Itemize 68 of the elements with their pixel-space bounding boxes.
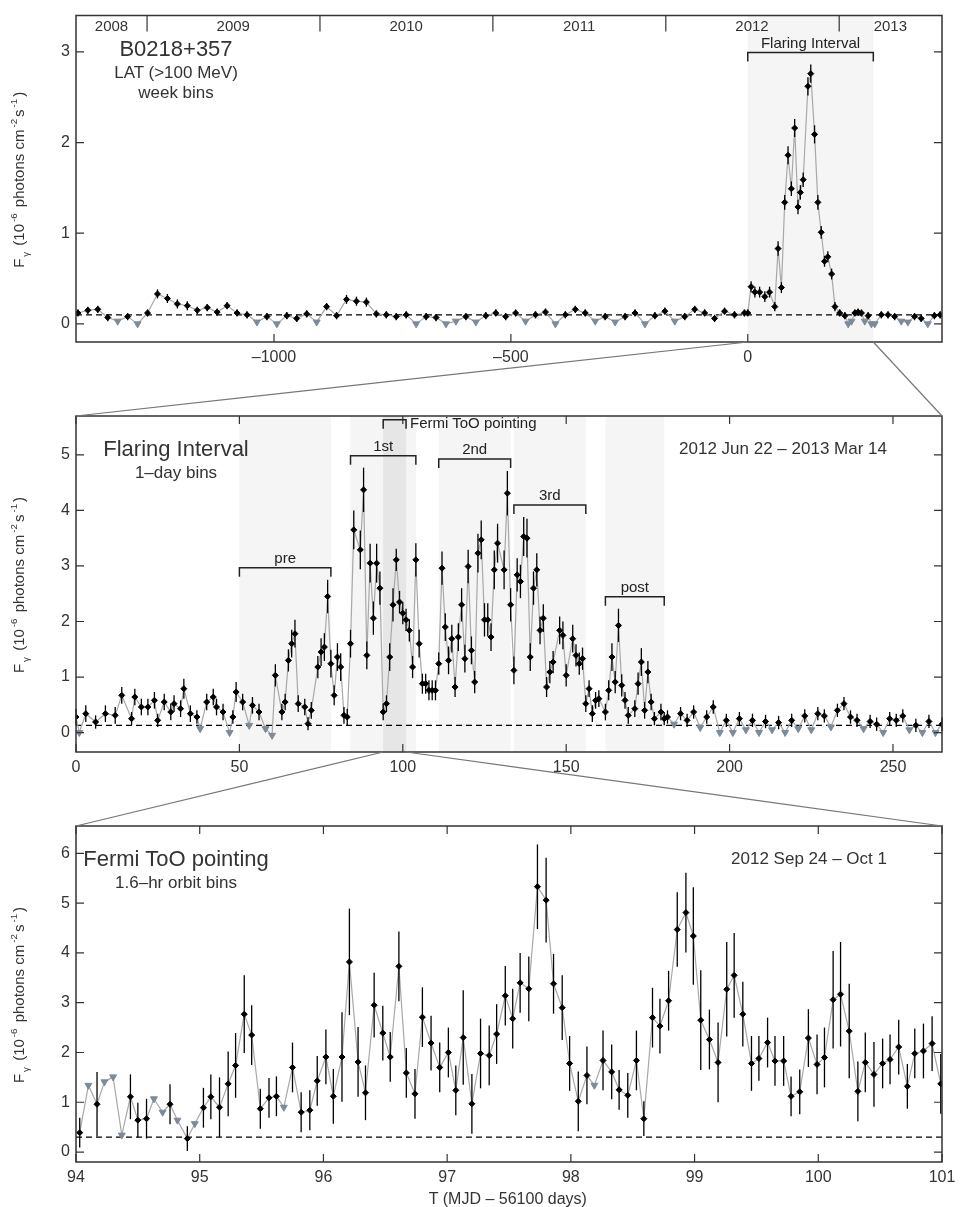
x-axis-title: T (MJD – 56100 days) bbox=[428, 1190, 587, 1207]
x-tick-label: 250 bbox=[879, 758, 907, 776]
y-tick-label: 0 bbox=[61, 722, 71, 740]
point bbox=[190, 1121, 199, 1129]
point bbox=[279, 1104, 288, 1112]
text: Fγ (10-6 photons cm-2s-1) bbox=[7, 906, 31, 1084]
y-tick-label: 4 bbox=[61, 943, 71, 961]
band-label: post bbox=[620, 577, 650, 595]
point bbox=[109, 1074, 118, 1082]
x-tick-label: 200 bbox=[716, 758, 744, 776]
y-tick-label: 3 bbox=[61, 42, 71, 60]
point bbox=[100, 1079, 109, 1087]
x-tick-label: 95 bbox=[190, 1168, 209, 1186]
y-tick-label: 1 bbox=[61, 223, 71, 241]
x-tick-label: 99 bbox=[685, 1168, 704, 1186]
text: 1.6–hr orbit bins bbox=[115, 873, 237, 892]
point bbox=[173, 1117, 182, 1125]
y-tick-label: 6 bbox=[61, 843, 71, 861]
y-tick-label: 3 bbox=[61, 993, 71, 1011]
y-tick-label: 3 bbox=[61, 556, 71, 574]
x-tick-label: 0 bbox=[743, 348, 753, 366]
point bbox=[158, 1109, 167, 1117]
y-tick-label: 2 bbox=[61, 132, 71, 150]
x-tick-label: 98 bbox=[561, 1168, 580, 1186]
y-tick-label: 2 bbox=[61, 611, 71, 629]
text: 1–day bins bbox=[134, 463, 218, 482]
text: Flaring Interval bbox=[103, 436, 249, 461]
y-tick-label: 1 bbox=[61, 667, 71, 685]
annotation: 2012 Jun 22 – 2013 Mar 14 bbox=[679, 439, 887, 458]
y-tick-label: 5 bbox=[61, 445, 71, 463]
x2-tick-label: 2010 bbox=[389, 17, 423, 35]
point bbox=[117, 1132, 126, 1140]
y-tick-label: 5 bbox=[61, 893, 71, 911]
text: B0218+357 bbox=[119, 35, 233, 61]
point bbox=[590, 1082, 599, 1090]
x-tick-label: 100 bbox=[804, 1168, 832, 1186]
x2-tick-label: 2011 bbox=[562, 17, 596, 35]
x-tick-label: 100 bbox=[389, 758, 417, 776]
y-tick-label: 0 bbox=[61, 1142, 71, 1160]
y-tick-label: 1 bbox=[61, 1092, 71, 1110]
band-label: Flaring Interval bbox=[760, 33, 861, 51]
x-tick-label: 94 bbox=[67, 1168, 85, 1186]
x2-tick-label: 2012 bbox=[735, 17, 769, 35]
x-tick-label: –1000 bbox=[251, 348, 297, 366]
x-tick-label: 101 bbox=[928, 1168, 956, 1186]
text: LAT (>100 MeV) week bins bbox=[114, 62, 238, 102]
band-label: 1st bbox=[373, 436, 395, 454]
point bbox=[84, 1082, 93, 1090]
x2-tick-label: 2013 bbox=[873, 17, 908, 35]
x-tick-label: 150 bbox=[552, 758, 580, 776]
x2-tick-label: 2009 bbox=[216, 17, 250, 35]
x-tick-label: 96 bbox=[314, 1168, 333, 1186]
y-tick-label: 0 bbox=[61, 314, 71, 332]
x-tick-label: 97 bbox=[438, 1168, 457, 1186]
x-tick-label: –500 bbox=[493, 348, 529, 366]
y-tick-label: 4 bbox=[61, 500, 71, 518]
band-label: 3rd bbox=[539, 486, 561, 504]
point bbox=[149, 1096, 158, 1104]
band-label: Fermi ToO pointing bbox=[410, 413, 537, 431]
band-label: 2nd bbox=[462, 439, 488, 457]
text: Fγ (10-6 photons cm-2s-1) bbox=[7, 496, 31, 674]
y-tick-label: 2 bbox=[61, 1042, 71, 1060]
band-label: pre bbox=[274, 548, 296, 566]
text: Fermi ToO pointing bbox=[83, 846, 269, 871]
annotation: 2012 Sep 24 – Oct 1 bbox=[731, 849, 887, 868]
text: Fγ (10-6 photons cm-2s-1) bbox=[7, 91, 31, 268]
x-tick-label: 50 bbox=[230, 758, 249, 776]
x2-tick-label: 2008 bbox=[94, 17, 129, 35]
